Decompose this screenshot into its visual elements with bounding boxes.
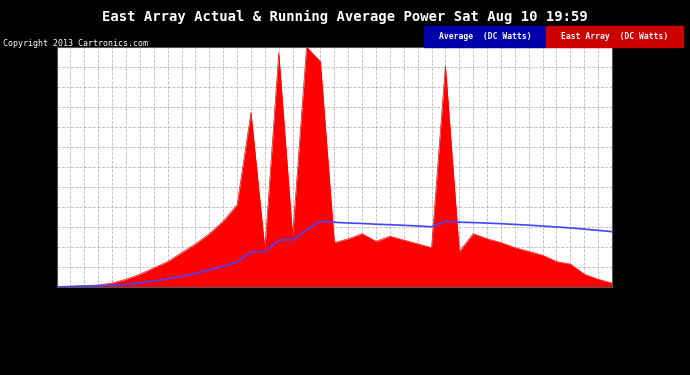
Text: East Array  (DC Watts): East Array (DC Watts) bbox=[561, 32, 668, 41]
Text: Copyright 2013 Cartronics.com: Copyright 2013 Cartronics.com bbox=[3, 39, 148, 48]
Text: East Array Actual & Running Average Power Sat Aug 10 19:59: East Array Actual & Running Average Powe… bbox=[102, 9, 588, 24]
Bar bbox=[424, 26, 546, 47]
Bar bbox=[546, 26, 683, 47]
Text: Average  (DC Watts): Average (DC Watts) bbox=[439, 32, 531, 41]
